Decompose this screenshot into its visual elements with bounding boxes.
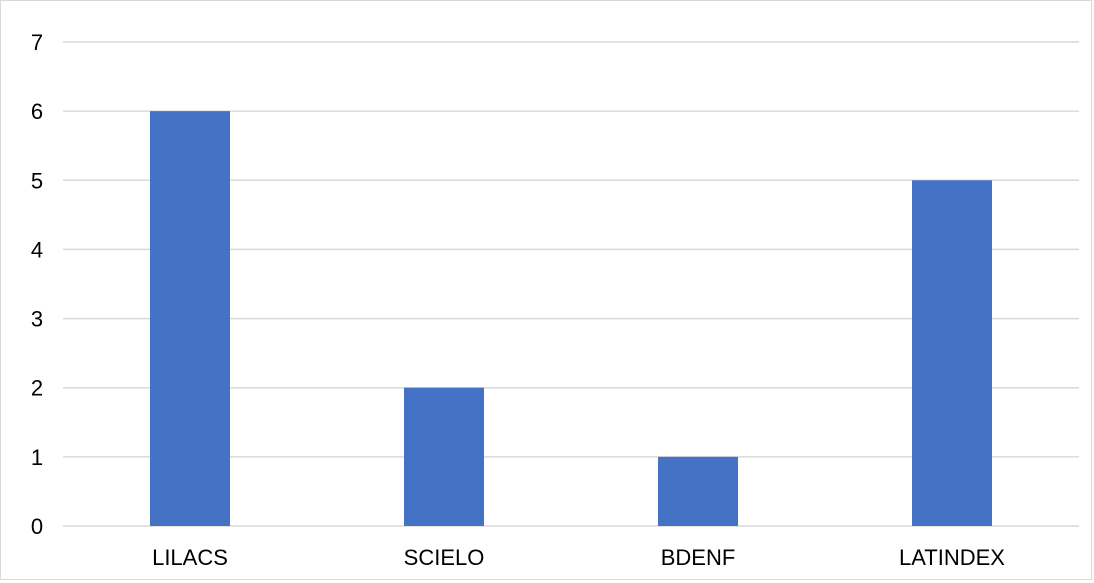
y-tick-label: 7 [31, 30, 43, 55]
x-category-label: LILACS [152, 545, 228, 570]
y-tick-label: 5 [31, 168, 43, 193]
y-tick-label: 4 [31, 237, 43, 262]
bar-latindex [912, 180, 992, 526]
y-tick-label: 0 [31, 514, 43, 539]
x-category-label: LATINDEX [899, 545, 1005, 570]
y-axis-ticks: 0 1 2 3 4 5 6 7 [31, 30, 43, 539]
x-category-label: SCIELO [404, 545, 485, 570]
y-tick-label: 3 [31, 307, 43, 332]
y-tick-label: 1 [31, 445, 43, 470]
x-axis-labels: LILACS SCIELO BDENF LATINDEX [152, 545, 1005, 570]
y-tick-label: 6 [31, 99, 43, 124]
y-tick-label: 2 [31, 376, 43, 401]
bar-scielo [404, 388, 484, 526]
x-category-label: BDENF [661, 545, 736, 570]
bar-lilacs [150, 111, 230, 526]
bar-bdenf [658, 457, 738, 526]
